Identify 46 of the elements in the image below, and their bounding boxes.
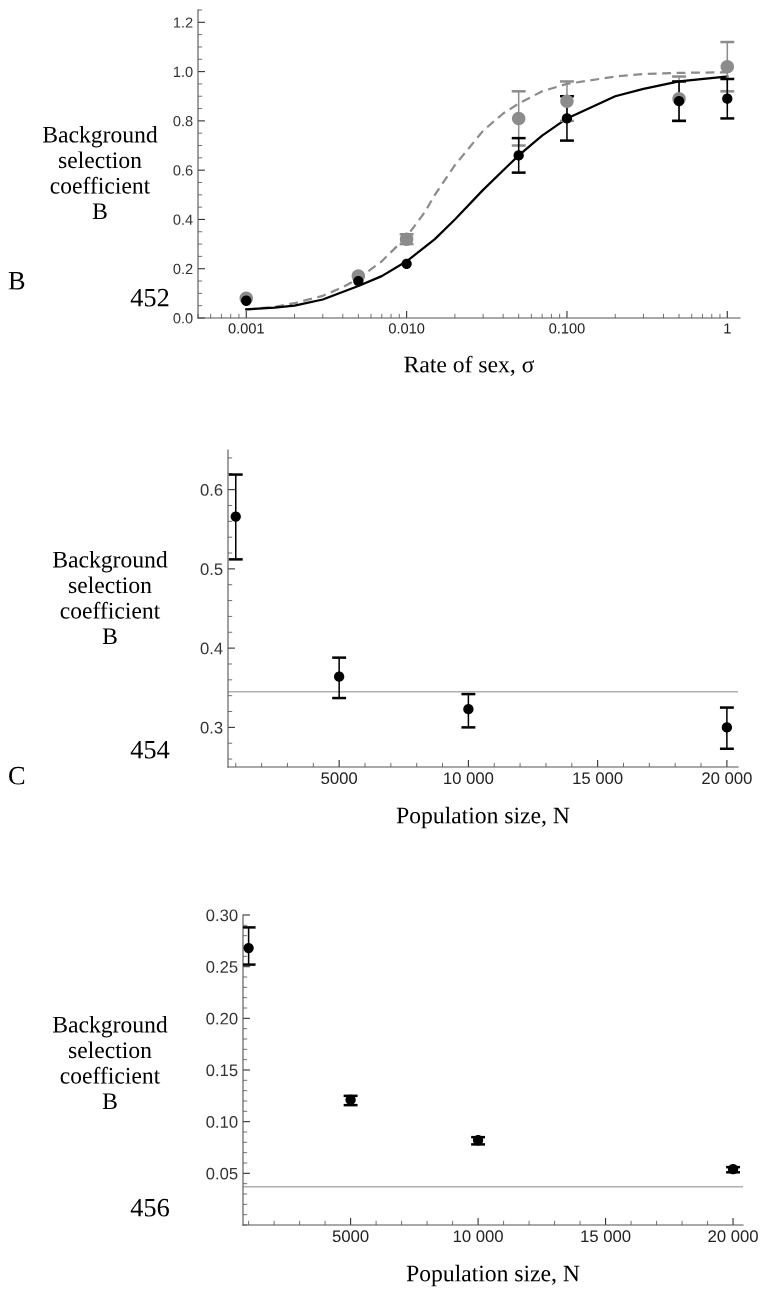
text: B [8, 272, 25, 290]
x-tick-label: 0.100 [549, 323, 585, 334]
y-axis-title: Background selection coefficient B [52, 1016, 168, 1110]
x-tick-label: 20 000 [708, 1230, 758, 1243]
text: 454 [130, 740, 170, 759]
y-tick-label: 0.6 [200, 484, 223, 496]
y-tick-label: 1.0 [173, 66, 193, 78]
y-tick-label: 0.3 [200, 721, 223, 734]
y-tick-label: 0.25 [206, 961, 238, 973]
x-tick-label: 0.010 [388, 323, 425, 334]
x-axis-title: Rate of sex, σ [404, 355, 535, 376]
text: 456 [130, 1198, 169, 1217]
y-tick-label: 0.6 [173, 165, 193, 176]
y-tick-label: 0.4 [200, 642, 223, 655]
x-tick-label: 1 [724, 323, 731, 334]
y-tick-label: 0.2 [173, 263, 193, 275]
x-tick-label: 20 000 [702, 772, 752, 785]
y-tick-label: 0.0 [173, 313, 193, 324]
y-axis-title: Background selection coefficient B [42, 126, 158, 220]
x-tick-label: 10 000 [444, 772, 494, 785]
x-tick-label: 5000 [332, 1230, 369, 1243]
y-tick-label: 0.4 [173, 214, 193, 225]
point [230, 511, 241, 522]
text: 452 [130, 288, 169, 307]
y-axis-title: Background selection coefficient B [52, 551, 168, 645]
text: C [9, 766, 25, 785]
point [334, 671, 345, 682]
x-tick-label: 15 000 [573, 772, 623, 785]
x-axis-title: Population size, N [406, 1264, 580, 1287]
x-axis-title: Population size, N [396, 806, 570, 829]
y-tick-label: 0.8 [173, 115, 193, 127]
y-tick-label: 0.20 [206, 1012, 238, 1025]
y-tick-label: 0.05 [206, 1167, 238, 1180]
y-tick-label: 0.30 [206, 909, 238, 922]
x-tick-label: 15 000 [581, 1230, 631, 1243]
y-tick-label: 1.2 [173, 17, 193, 28]
y-tick-label: 0.15 [206, 1064, 238, 1077]
point [243, 942, 254, 954]
x-tick-label: 5000 [321, 772, 358, 785]
point [721, 722, 733, 733]
x-tick-label: 0.001 [228, 323, 264, 334]
x-tick-label: 10 000 [453, 1230, 503, 1243]
y-tick-label: 0.5 [200, 563, 223, 576]
point [727, 1164, 739, 1175]
y-tick-label: 0.10 [206, 1116, 238, 1128]
point [463, 704, 474, 715]
